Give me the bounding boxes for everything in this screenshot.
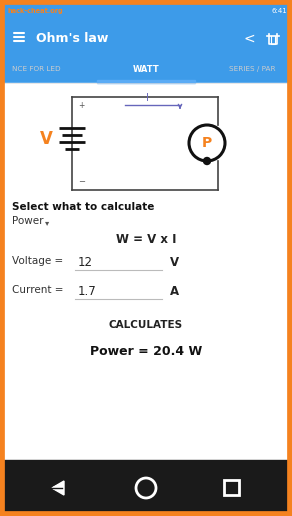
Bar <box>97 80 195 83</box>
Text: Power: Power <box>12 216 44 226</box>
Text: P: P <box>202 136 212 150</box>
Text: Power = 20.4 W: Power = 20.4 W <box>90 345 202 358</box>
Bar <box>0 83 292 460</box>
Bar <box>0 0 292 22</box>
Text: SERIES / PAR: SERIES / PAR <box>229 66 275 72</box>
Text: V: V <box>170 256 179 269</box>
Text: hack-cheat.org: hack-cheat.org <box>7 8 62 14</box>
Text: −: − <box>78 178 85 186</box>
Circle shape <box>189 125 225 161</box>
Text: I: I <box>146 93 149 103</box>
Text: Ohm's law: Ohm's law <box>36 33 108 45</box>
Text: 6:41: 6:41 <box>271 8 287 14</box>
Text: Select what to calculate: Select what to calculate <box>12 202 154 212</box>
Text: <: < <box>243 32 255 46</box>
Circle shape <box>204 157 211 165</box>
Text: 12: 12 <box>78 256 93 269</box>
Text: +: + <box>78 101 84 109</box>
Polygon shape <box>52 481 64 495</box>
Text: A: A <box>170 285 179 298</box>
Bar <box>0 460 292 516</box>
Bar <box>224 480 239 495</box>
Text: Current =: Current = <box>12 285 63 295</box>
Text: ▾: ▾ <box>45 218 49 227</box>
Text: NCE FOR LED: NCE FOR LED <box>12 66 60 72</box>
Text: Voltage =: Voltage = <box>12 256 63 266</box>
Bar <box>0 56 292 82</box>
Text: V: V <box>39 130 53 148</box>
Text: 1.7: 1.7 <box>78 285 97 298</box>
Bar <box>0 22 292 56</box>
Text: WATT: WATT <box>133 64 159 73</box>
Text: CALCULATES: CALCULATES <box>109 320 183 330</box>
Text: W = V x I: W = V x I <box>116 233 176 246</box>
